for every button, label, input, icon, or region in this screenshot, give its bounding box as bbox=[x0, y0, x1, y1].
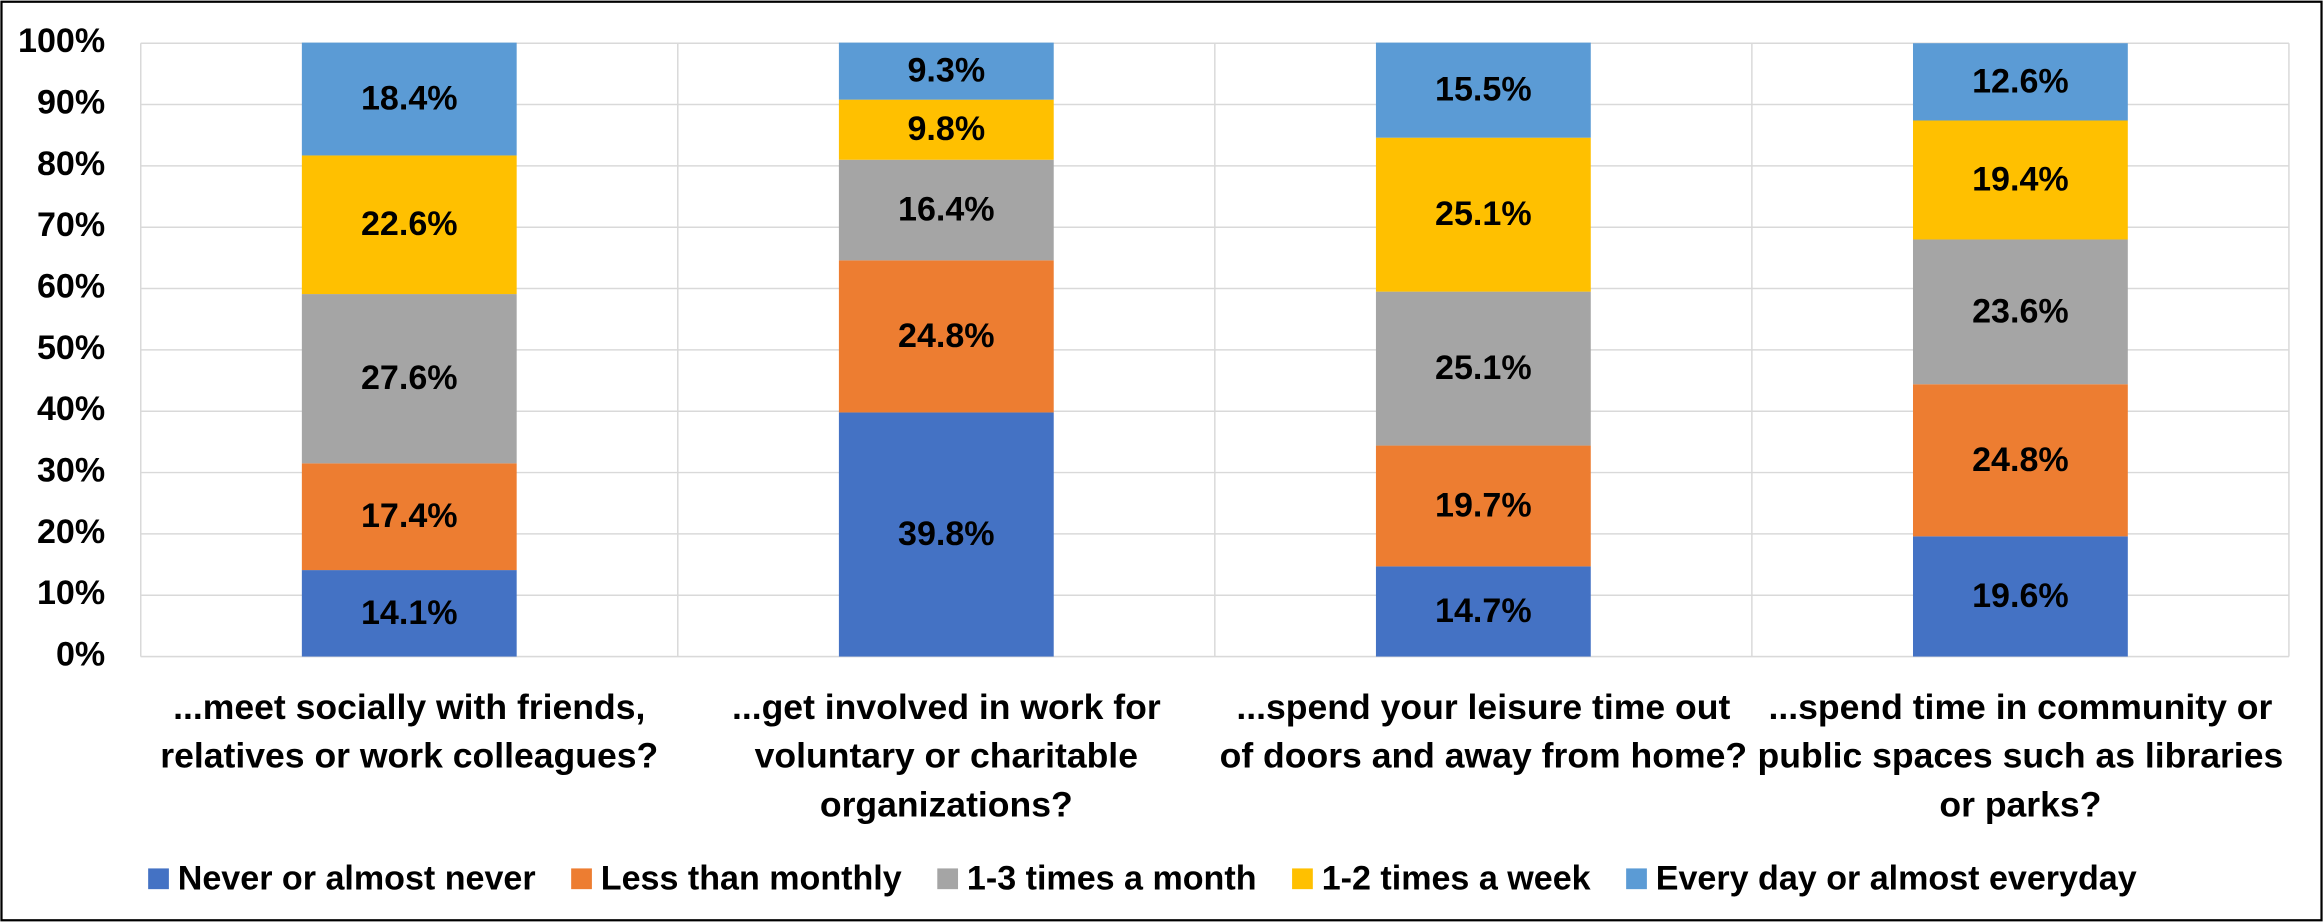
data-label: 14.1% bbox=[361, 594, 458, 632]
data-label: 39.8% bbox=[898, 515, 995, 553]
bar-segment bbox=[301, 155, 517, 295]
legend-swatch bbox=[571, 868, 592, 890]
legend-label: 1-3 times a month bbox=[967, 859, 1257, 897]
data-label: 19.7% bbox=[1435, 486, 1532, 524]
y-tick-label: 30% bbox=[37, 452, 105, 490]
x-tick-label: ...get involved in work for voluntary or… bbox=[731, 687, 1161, 826]
x-tick-label: ...meet socially with friends, relatives… bbox=[160, 687, 659, 777]
y-tick-label: 20% bbox=[37, 513, 105, 551]
data-label: 18.4% bbox=[361, 80, 458, 118]
y-tick-label: 80% bbox=[37, 145, 105, 183]
bar-segment bbox=[838, 42, 1054, 100]
bar-segment bbox=[301, 294, 517, 464]
y-tick-label: 40% bbox=[37, 390, 105, 428]
data-label: 24.8% bbox=[898, 317, 995, 355]
bar-segment bbox=[1912, 43, 2128, 121]
data-label: 25.1% bbox=[1435, 349, 1532, 387]
bar-segment bbox=[838, 412, 1054, 657]
bar-segment bbox=[301, 463, 517, 571]
data-label: 22.6% bbox=[361, 205, 458, 243]
y-tick-label: 10% bbox=[37, 574, 105, 612]
y-tick-label: 50% bbox=[37, 329, 105, 367]
bar-segment bbox=[1912, 120, 2128, 240]
bar-segment bbox=[1375, 42, 1591, 138]
legend-label: 1-2 times a week bbox=[1322, 859, 1591, 897]
x-tick-label-box: ...get involved in work for voluntary or… bbox=[731, 687, 1161, 826]
y-tick-label: 100% bbox=[18, 22, 105, 60]
bar-segment bbox=[1375, 137, 1591, 292]
data-label: 24.8% bbox=[1972, 441, 2069, 479]
legend-swatch bbox=[1292, 868, 1313, 890]
x-tick-label: ...spend your leisure time out of doors … bbox=[1219, 687, 1748, 777]
x-tick-label-box: ...meet socially with friends, relatives… bbox=[160, 687, 659, 777]
y-tick-label: 90% bbox=[37, 84, 105, 122]
bar-segment bbox=[301, 570, 517, 657]
y-tick-label: 0% bbox=[56, 636, 105, 674]
data-label: 12.6% bbox=[1972, 62, 2069, 100]
data-label: 19.6% bbox=[1972, 577, 2069, 615]
bar-segment bbox=[1375, 566, 1591, 657]
data-label: 9.8% bbox=[907, 110, 985, 148]
bar-segment bbox=[838, 99, 1054, 160]
x-tick-label-box: ...spend time in community or public spa… bbox=[1757, 687, 2284, 826]
bar-segment bbox=[1912, 239, 2128, 385]
data-label: 19.4% bbox=[1972, 160, 2069, 198]
legend-swatch bbox=[937, 868, 959, 890]
bar-segment bbox=[1375, 445, 1591, 567]
data-label: 27.6% bbox=[361, 359, 458, 397]
bar-segment bbox=[838, 260, 1054, 413]
data-label: 16.4% bbox=[898, 191, 995, 229]
bar-segment bbox=[838, 159, 1054, 261]
legend-label: Never or almost never bbox=[178, 859, 536, 897]
data-label: 9.3% bbox=[907, 52, 985, 90]
bar-segment bbox=[1912, 536, 2128, 657]
y-tick-label: 70% bbox=[37, 206, 105, 244]
data-label: 17.4% bbox=[361, 497, 458, 535]
data-label: 14.7% bbox=[1435, 592, 1532, 630]
bar-segment bbox=[1912, 384, 2128, 537]
data-label: 23.6% bbox=[1972, 292, 2069, 330]
legend-swatch bbox=[1626, 868, 1647, 890]
data-label: 15.5% bbox=[1435, 71, 1532, 109]
x-tick-label: ...spend time in community or public spa… bbox=[1757, 687, 2284, 826]
data-label: 25.1% bbox=[1435, 195, 1532, 233]
legend-swatch bbox=[148, 868, 169, 890]
legend-label: Every day or almost everyday bbox=[1656, 859, 2137, 897]
legend-label: Less than monthly bbox=[601, 859, 902, 897]
bar-segment bbox=[301, 42, 517, 156]
bar-segment bbox=[1375, 291, 1591, 446]
y-tick-label: 60% bbox=[37, 268, 105, 306]
x-tick-label-box: ...spend your leisure time out of doors … bbox=[1219, 687, 1748, 777]
